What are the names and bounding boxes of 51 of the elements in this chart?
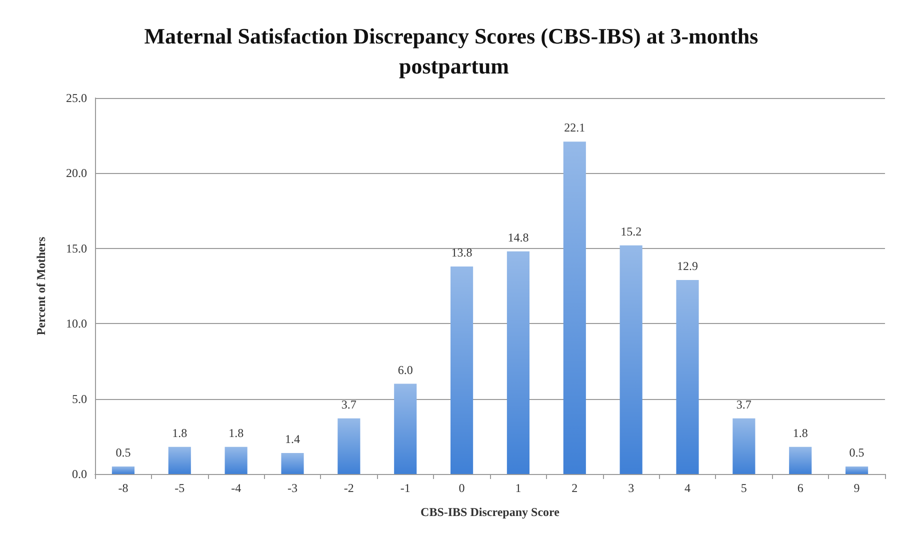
x-tick-label: 6	[797, 481, 804, 495]
y-tick-label: 25.0	[66, 91, 87, 105]
data-label: 1.8	[172, 426, 188, 440]
bar	[168, 446, 191, 474]
data-label: 6.0	[398, 362, 413, 377]
data-label: 0.5	[849, 445, 864, 460]
bar	[732, 418, 756, 474]
bar	[224, 446, 248, 474]
x-axis-title: CBS-IBS Discrepany Score	[420, 505, 560, 519]
x-tick-label: 5	[740, 481, 747, 495]
x-tick-label: 9	[854, 481, 860, 495]
bar	[281, 452, 304, 474]
bar	[676, 280, 699, 474]
y-tick-label: 0.0	[72, 467, 87, 481]
data-label: 3.7	[736, 397, 752, 412]
x-tick-label: -2	[344, 481, 354, 495]
y-tick-label: 5.0	[72, 392, 87, 406]
y-tick-label: 10.0	[66, 316, 87, 331]
x-tick-label: -4	[231, 481, 242, 495]
x-tick-label: -5	[174, 481, 185, 495]
bar	[846, 466, 868, 474]
data-label: 14.8	[508, 230, 529, 244]
bar	[620, 245, 642, 474]
x-tick-label: 3	[628, 481, 634, 495]
data-label: 0.5	[116, 445, 131, 460]
data-label: 13.8	[451, 245, 472, 260]
x-tick-label: -1	[400, 481, 410, 495]
data-label: 1.8	[228, 426, 244, 440]
data-label: 15.2	[620, 224, 642, 238]
y-tick-label: 20.0	[66, 166, 87, 180]
bar	[506, 251, 530, 474]
x-tick-label: 0	[458, 481, 465, 495]
bar	[450, 266, 474, 474]
chart-title: Maternal Satisfaction Discrepancy Scores (CBS-IBS) at 3-months postpartum	[144, 24, 764, 78]
y-axis-title: Percent of Mothers	[34, 236, 48, 336]
x-tick-label: 1	[515, 481, 522, 495]
bar	[563, 142, 586, 474]
data-label: 1.4	[285, 432, 300, 446]
bar	[338, 418, 360, 474]
x-tick-label: 4	[684, 481, 690, 495]
bar	[112, 466, 134, 474]
data-label: 3.7	[341, 397, 356, 412]
data-label: 12.9	[677, 258, 698, 273]
data-label: 22.1	[564, 120, 586, 135]
y-tick-label: 15.0	[66, 241, 87, 256]
x-tick-label: -3	[288, 481, 298, 495]
x-tick-label: -8	[118, 481, 128, 495]
x-tick-label: 2	[572, 481, 578, 495]
bar	[789, 446, 812, 474]
data-label: 1.8	[792, 426, 808, 440]
bar	[394, 384, 417, 474]
